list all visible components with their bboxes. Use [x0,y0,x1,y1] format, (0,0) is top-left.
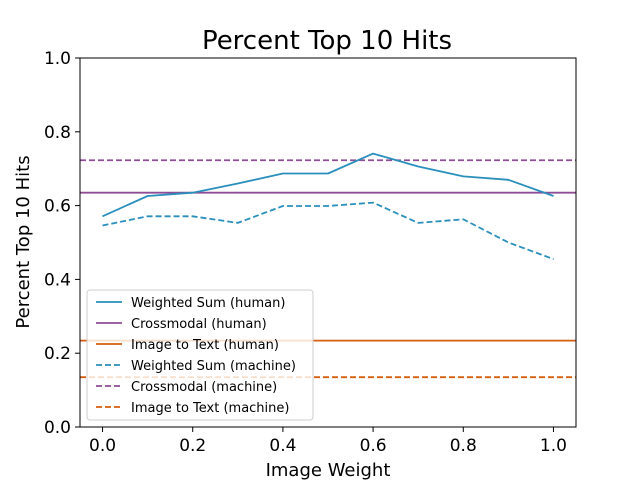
legend-box [86,289,314,421]
x-axis-label: Image Weight [266,460,391,480]
x-tick-label: 0.2 [179,436,206,456]
legend-label: Crossmodal (machine) [131,380,277,395]
y-tick-label: 0.0 [44,418,71,438]
y-tick-label: 0.2 [44,344,71,364]
x-tick-label: 0.0 [89,436,116,456]
legend-label: Image to Text (machine) [131,401,289,416]
chart-title: Percent Top 10 Hits [202,26,452,56]
legend-label: Image to Text (human) [131,338,279,353]
legend: Weighted Sum (human) Crossmodal (human) Im… [86,289,314,421]
series-weighted-sum-machine [102,201,554,260]
x-tick-label: 0.8 [450,436,477,456]
x-tick-label: 0.4 [269,436,296,456]
y-tick-label: 0.8 [44,123,71,143]
y-tick-label: 0.4 [44,270,71,290]
legend-label: Weighted Sum (human) [131,296,285,311]
y-tick-label: 1.0 [44,49,71,69]
y-tick-label: 0.6 [44,197,71,217]
legend-label: Weighted Sum (machine) [131,359,296,374]
y-axis: 0.0 0.2 0.4 0.6 0.8 1.0 [44,49,80,438]
series-weighted-sum-human [102,152,554,218]
x-tick-label: 0.6 [360,436,387,456]
x-tick-label: 1.0 [540,436,567,456]
y-axis-label: Percent Top 10 Hits [13,155,34,328]
plot-frame [79,57,577,428]
legend-label: Crossmodal (human) [131,317,267,332]
x-axis: 0.0 0.2 0.4 0.6 0.8 1.0 [89,427,567,456]
